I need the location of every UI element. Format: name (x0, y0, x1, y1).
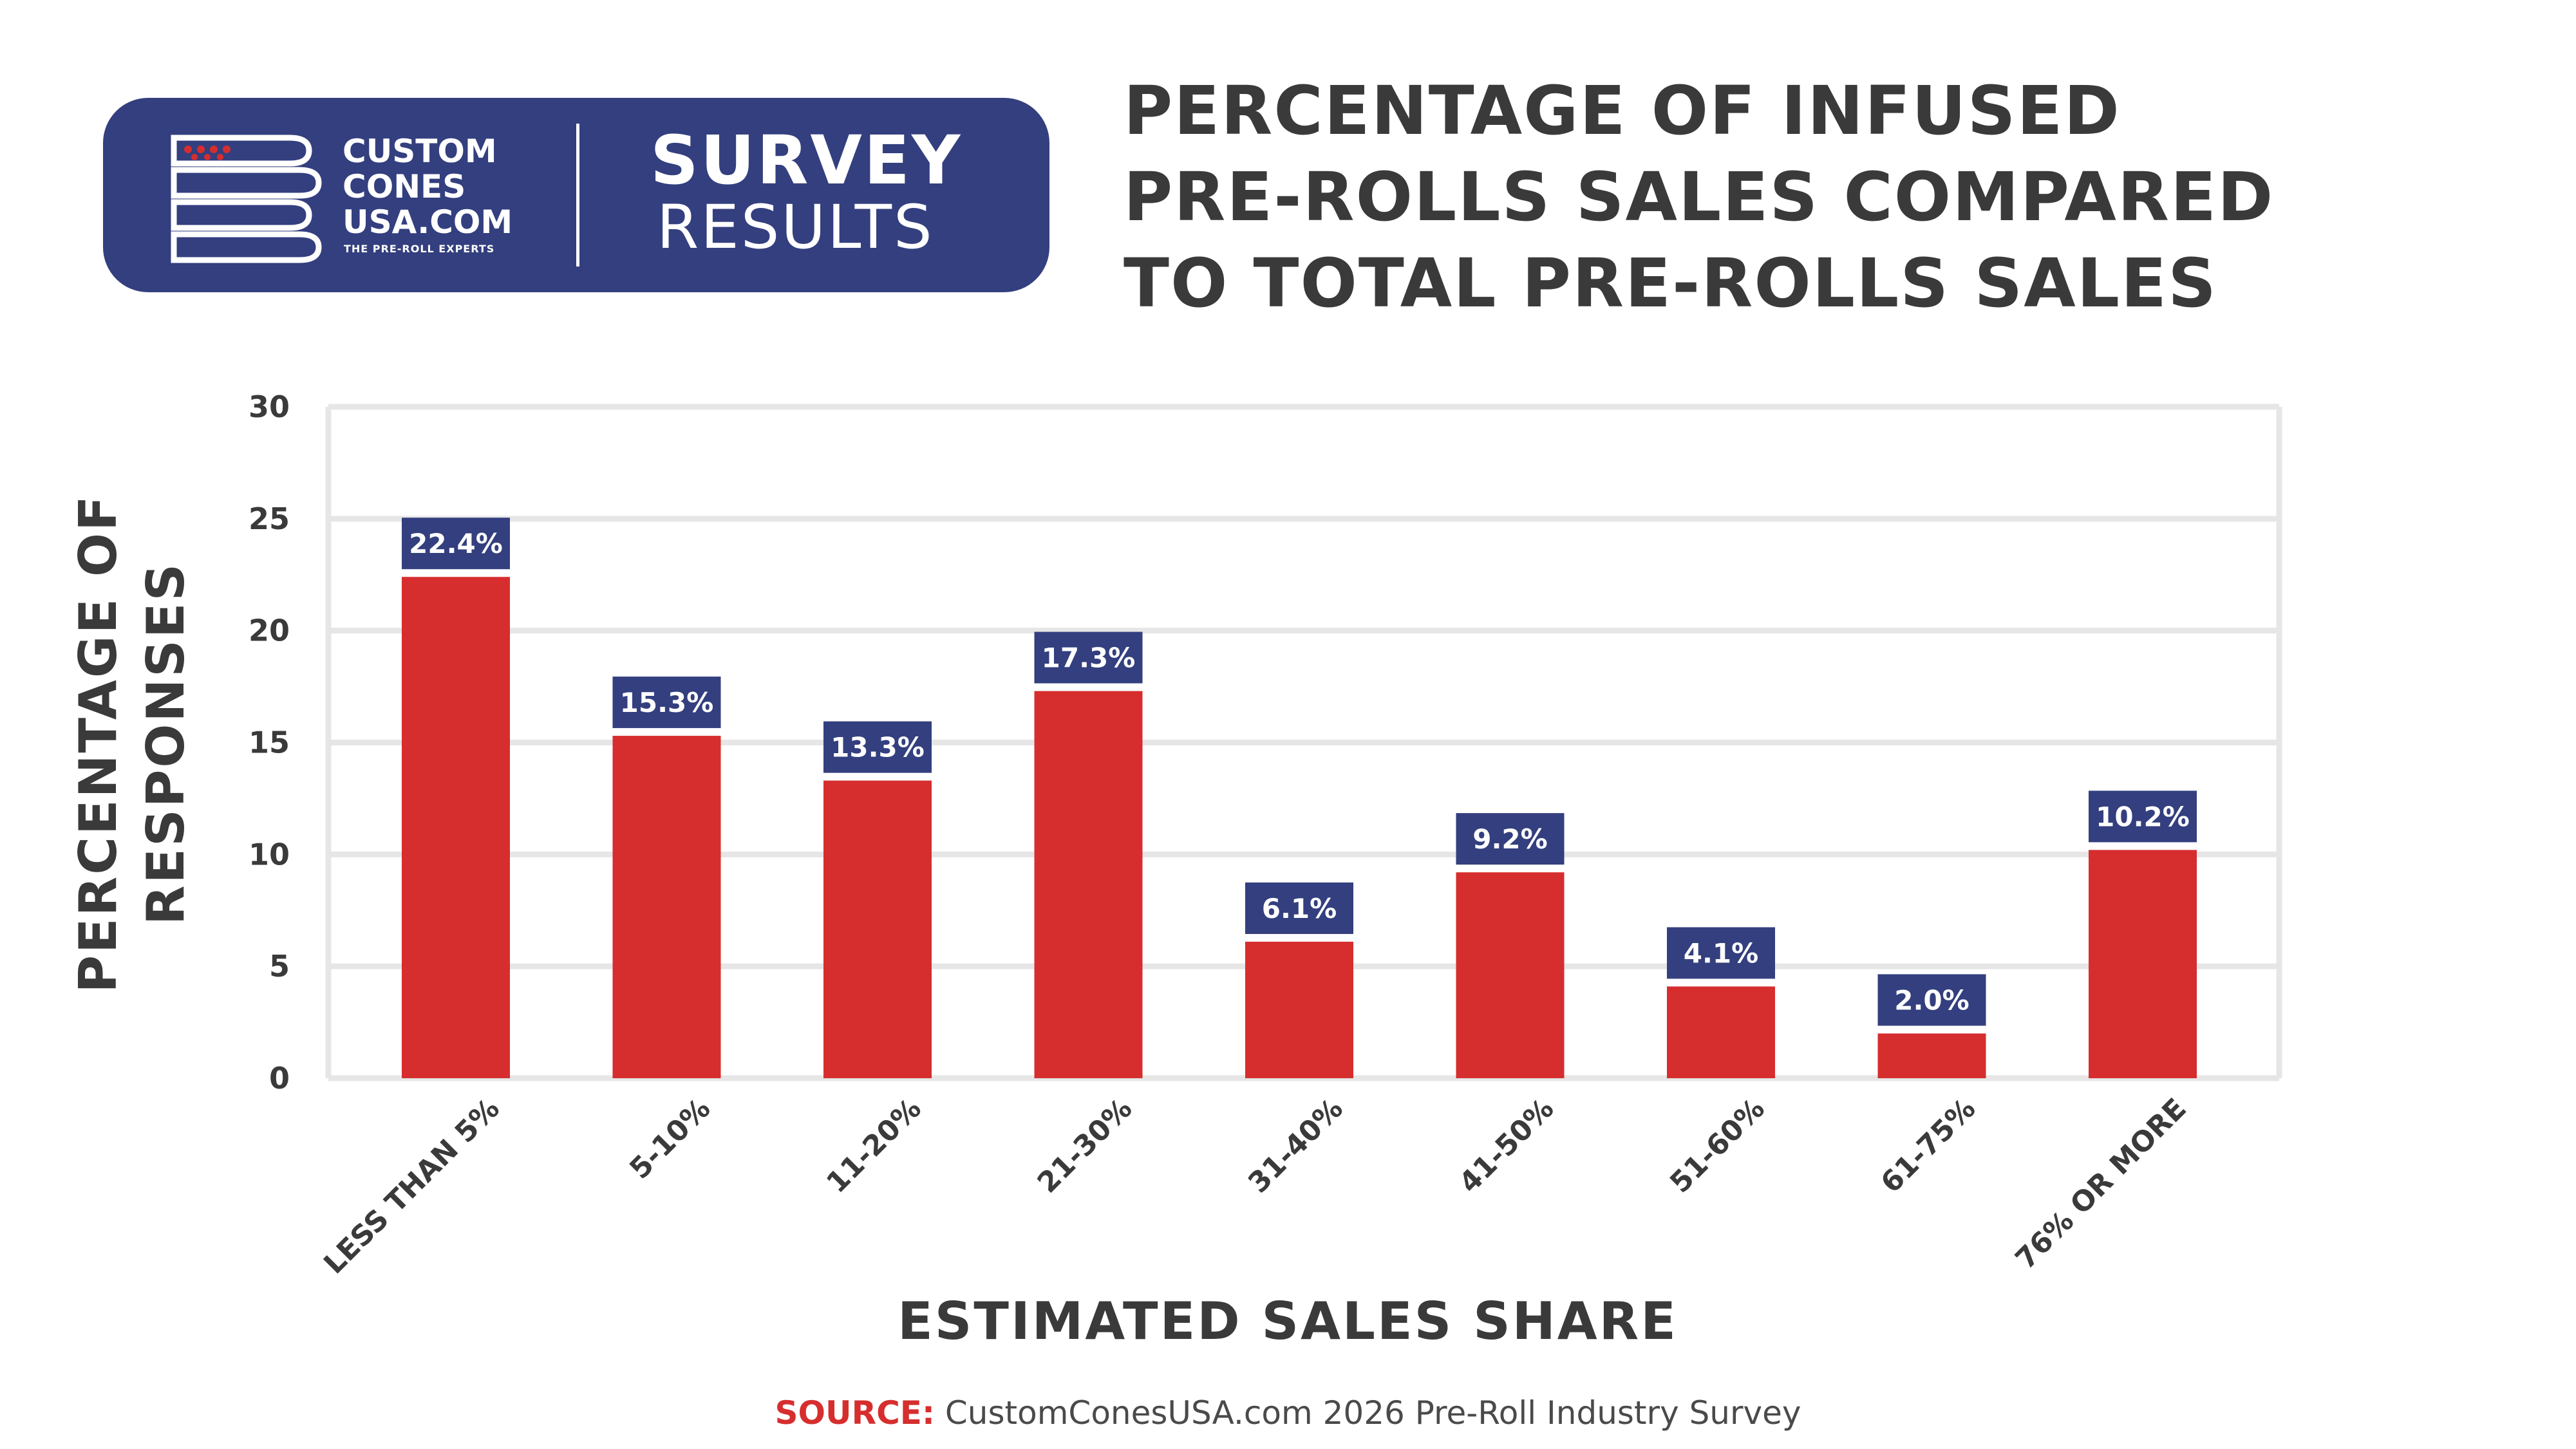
data-label-box (2089, 790, 2197, 843)
data-label-box (823, 721, 932, 773)
bars (402, 577, 2197, 1078)
y-axis-label-line1: PERCENTAGE OF (68, 494, 128, 993)
source-text: CustomConesUSA.com 2026 Pre-Roll Industr… (945, 1394, 1801, 1432)
bar (823, 780, 932, 1078)
x-tick-label: 76% OR MORE (2009, 1092, 2193, 1276)
brand-tagline: THE PRE-ROLL EXPERTS (344, 243, 495, 255)
data-label: 17.3% (1034, 631, 1143, 684)
y-tick-label: 25 (249, 501, 290, 536)
data-label-box (1034, 631, 1143, 684)
bar (1245, 941, 1353, 1078)
x-tick-label: 5-10% (623, 1092, 717, 1186)
survey-label: SURVEY (650, 121, 963, 200)
data-label: 6.1% (1245, 882, 1353, 934)
data-label: 10.2% (2089, 790, 2197, 843)
title-line-3: TO TOTAL PRE-ROLLS SALES (1123, 244, 2217, 323)
data-label-box (1245, 882, 1353, 934)
data-label-text: 4.1% (1684, 937, 1758, 969)
data-label-text: 22.4% (409, 528, 503, 559)
x-tick-labels: LESS THAN 5% 5-10% 11-20% 21-30% 31-40% 41-50… (317, 1092, 2192, 1280)
data-labels: 22.4% 15.3% 13.3% 17.3% 6.1% 9.2% 4.1% 2.0% 10.2… (402, 518, 2197, 1026)
y-tick-label: 30 (249, 389, 290, 424)
brand-name-line2: CONES (343, 168, 466, 205)
data-label-text: 17.3% (1042, 642, 1136, 674)
x-tick-label: 11-20% (820, 1092, 928, 1200)
banner-divider (576, 124, 579, 266)
data-label: 13.3% (823, 721, 932, 773)
data-label-text: 2.0% (1894, 984, 1969, 1016)
bar (1877, 1033, 1986, 1078)
bar (1456, 872, 1565, 1078)
source-label: SOURCE: (775, 1394, 935, 1432)
data-label-box (402, 518, 510, 570)
y-tick-label: 20 (249, 613, 290, 648)
data-label-box (1667, 927, 1775, 979)
bar (1034, 691, 1143, 1078)
y-tick-label: 5 (269, 949, 290, 984)
data-label-text: 15.3% (620, 687, 714, 718)
data-label-box (1877, 974, 1986, 1026)
data-label: 2.0% (1877, 974, 1986, 1026)
bar (612, 736, 721, 1078)
data-label-text: 9.2% (1472, 823, 1547, 855)
y-tick-label: 0 (269, 1061, 290, 1096)
y-axis-label-line2: RESPONSES (136, 562, 196, 925)
title-line-2: PRE-ROLLS SALES COMPARED (1123, 158, 2275, 236)
data-label: 9.2% (1456, 813, 1565, 865)
bar (2089, 850, 2197, 1078)
data-label: 15.3% (612, 677, 721, 729)
bar (402, 577, 510, 1078)
data-label: 4.1% (1667, 927, 1775, 979)
data-label-text: 13.3% (831, 732, 925, 763)
brand-name-line3: USA.COM (343, 203, 513, 241)
brand-name-line1: CUSTOM (343, 133, 497, 170)
x-tick-label: 51-60% (1664, 1092, 1771, 1200)
title-line-1: PERCENTAGE OF INFUSED (1123, 71, 2121, 150)
x-axis-label: ESTIMATED SALES SHARE (898, 1291, 1678, 1351)
x-tick-label: 61-75% (1875, 1092, 1982, 1200)
y-tick-label: 15 (249, 725, 290, 760)
data-label-text: 6.1% (1262, 893, 1337, 924)
source-line: SOURCE: CustomConesUSA.com 2026 Pre-Roll… (0, 1394, 2576, 1432)
x-tick-label: 21-30% (1031, 1092, 1139, 1200)
data-label-text: 10.2% (2096, 801, 2190, 832)
data-label-box (1456, 813, 1565, 865)
data-label-box (612, 677, 721, 729)
y-tick-label: 10 (249, 837, 290, 872)
bar (1667, 986, 1775, 1078)
y-tick-labels: 0 5 10 15 20 25 30 (249, 389, 290, 1096)
data-label: 22.4% (402, 518, 510, 570)
flag-rolls-icon (171, 135, 322, 263)
x-tick-label: LESS THAN 5% (317, 1092, 505, 1280)
results-label: RESULTS (657, 192, 934, 263)
brand-banner: CUSTOM CONES USA.COM THE PRE-ROLL EXPERT… (103, 98, 1049, 292)
x-tick-label: 31-40% (1242, 1092, 1349, 1200)
x-tick-label: 41-50% (1453, 1092, 1561, 1200)
